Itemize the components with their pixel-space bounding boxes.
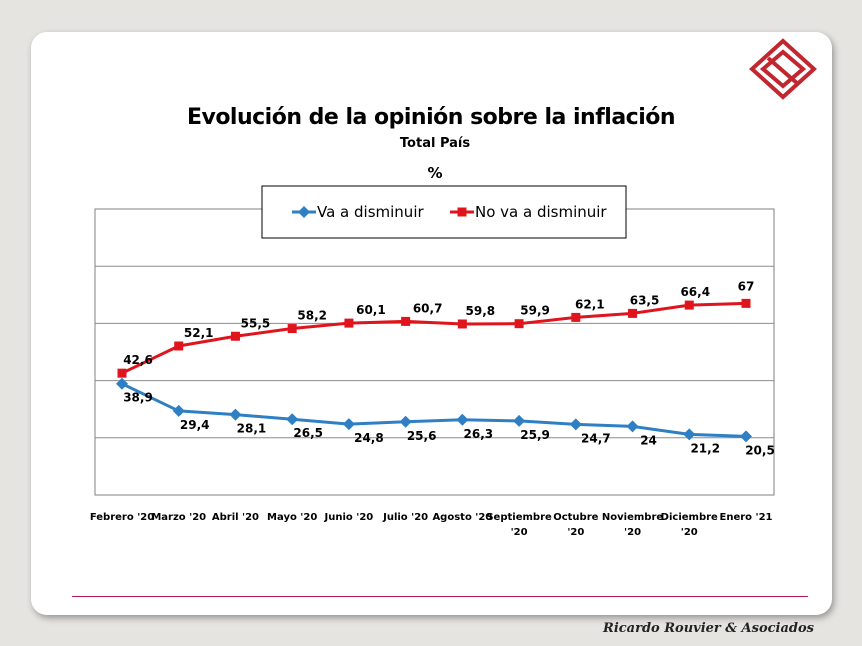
data-label: 60,1 xyxy=(356,303,386,317)
data-label: 28,1 xyxy=(237,422,267,436)
data-point xyxy=(230,331,240,341)
data-label: 59,8 xyxy=(466,304,496,318)
footer-credit: Ricardo Rouvier & Asociados xyxy=(603,621,814,636)
data-label: 63,5 xyxy=(630,293,660,307)
x-tick-label: Mayo '20 xyxy=(267,512,317,523)
data-label: 58,2 xyxy=(297,309,327,323)
data-point xyxy=(344,318,354,328)
data-point xyxy=(116,377,128,390)
data-label: 59,9 xyxy=(520,304,550,318)
rra-diamond-logo-icon xyxy=(749,38,817,100)
data-point xyxy=(172,404,185,417)
legend-swatch-marker xyxy=(457,207,467,217)
data-label: 67 xyxy=(738,279,755,293)
series-line xyxy=(121,301,747,375)
data-point xyxy=(626,420,639,433)
data-label: 52,1 xyxy=(184,326,214,340)
x-tick-label: Julio '20 xyxy=(382,512,428,523)
data-point xyxy=(684,300,694,310)
x-tick-label: Diciembre '20 xyxy=(661,512,718,538)
data-point xyxy=(513,414,526,427)
data-label: 38,9 xyxy=(123,391,153,405)
chart-unit: % xyxy=(427,164,443,182)
data-label: 62,1 xyxy=(575,297,605,311)
data-point xyxy=(342,418,355,431)
data-label: 26,5 xyxy=(293,426,323,440)
x-tick-label: Marzo '20 xyxy=(151,512,206,523)
data-point xyxy=(117,368,127,378)
data-label: 55,5 xyxy=(241,316,271,330)
data-point xyxy=(286,413,299,426)
data-label: 26,3 xyxy=(464,427,494,441)
data-point xyxy=(401,316,411,326)
chart-subtitle: Total País xyxy=(399,136,471,151)
footer-divider xyxy=(72,596,808,597)
data-point xyxy=(399,415,412,428)
x-tick-label: Junio '20 xyxy=(324,512,374,523)
data-label: 60,7 xyxy=(413,301,443,315)
x-tick-label: Septiembre '20 xyxy=(486,512,552,538)
data-label: 42,6 xyxy=(123,353,153,367)
series-line xyxy=(121,382,747,438)
x-tick-label: Agosto '20 xyxy=(432,512,492,523)
legend xyxy=(261,185,627,239)
data-point xyxy=(571,312,581,322)
x-tick-label: Noviembre '20 xyxy=(602,512,663,538)
legend-swatch-marker xyxy=(298,206,310,218)
legend-label: No va a disminuir xyxy=(475,203,607,221)
data-point xyxy=(514,319,524,329)
legend-label: Va a disminuir xyxy=(317,203,424,221)
data-label: 29,4 xyxy=(180,418,210,432)
x-tick-label: Enero '21 xyxy=(720,512,773,523)
data-label: 25,6 xyxy=(407,429,437,443)
data-point xyxy=(740,430,752,443)
data-label: 20,5 xyxy=(745,443,775,457)
data-point xyxy=(174,341,184,351)
x-tick-label: Abril '20 xyxy=(212,512,259,523)
x-tick-label: Febrero '20 xyxy=(90,512,154,523)
data-point xyxy=(569,418,582,431)
data-label: 21,2 xyxy=(690,441,720,455)
data-point xyxy=(457,319,467,329)
data-point xyxy=(229,408,242,421)
data-label: 24,8 xyxy=(354,431,384,445)
data-label: 66,4 xyxy=(680,285,710,299)
data-label: 24 xyxy=(640,433,657,447)
chart-title: Evolución de la opinión sobre la inflaci… xyxy=(186,105,676,130)
data-point xyxy=(741,298,751,308)
plot-area xyxy=(94,208,775,496)
data-point xyxy=(287,324,297,334)
data-point xyxy=(456,413,469,426)
x-tick-label: Octubre '20 xyxy=(553,512,598,538)
data-label: 25,9 xyxy=(520,428,550,442)
data-point xyxy=(628,308,638,318)
data-label: 24,7 xyxy=(581,431,611,445)
data-point xyxy=(683,428,696,441)
